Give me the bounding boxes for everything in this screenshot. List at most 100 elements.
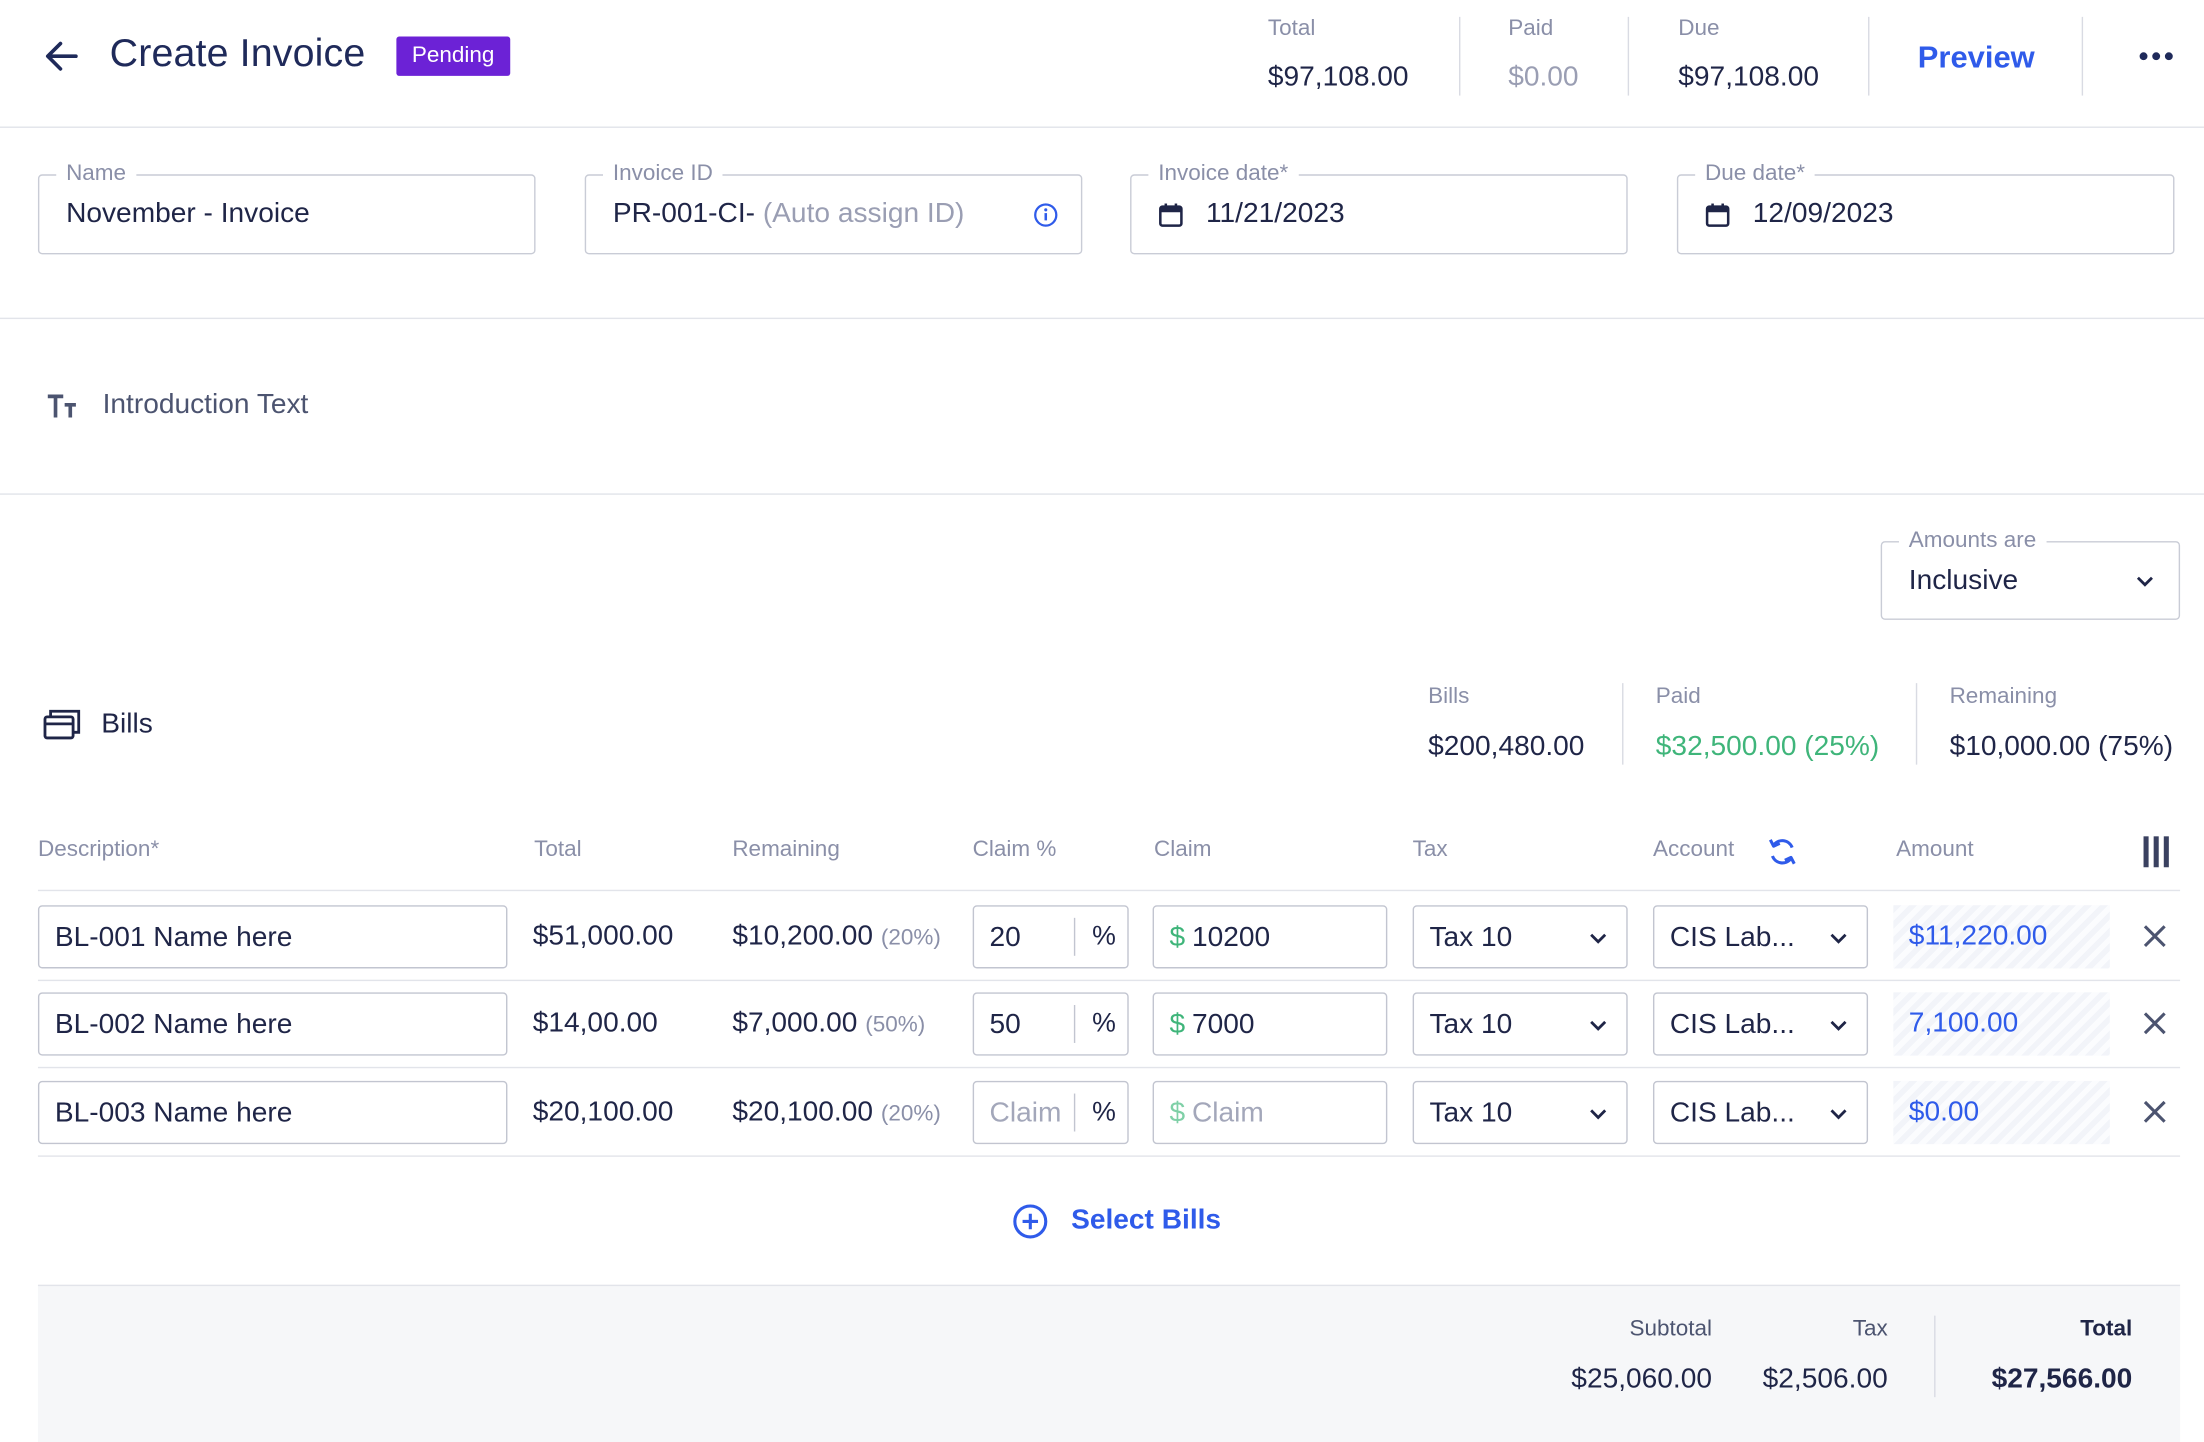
totals-footer: Subtotal $25,060.00 Tax $2,506.00 Total …: [37, 1284, 2181, 1442]
column-header-account: Account: [1652, 837, 1735, 862]
claim-percent-input[interactable]: Claim %: [972, 1080, 1129, 1145]
row-divider: [37, 1155, 2181, 1157]
account-select[interactable]: CIS Lab...: [1652, 992, 1869, 1056]
invoice-id-label: Invoice ID: [603, 160, 723, 189]
columns-icon[interactable]: [2141, 835, 2172, 869]
input-divider: [1073, 1093, 1076, 1132]
invoice-date-field[interactable]: Invoice date* 11/21/2023: [1130, 160, 1628, 255]
amount-cell: 7,100.00: [1893, 992, 2110, 1056]
due-date-label: Due date*: [1695, 160, 1815, 189]
invoice-id-placeholder: (Auto assign ID): [762, 198, 965, 230]
row-total: $51,000.00: [532, 920, 674, 952]
arrow-left-icon: [45, 41, 78, 71]
bills-section-title: Bills: [101, 708, 153, 740]
column-header-amount: Amount: [1896, 837, 1974, 862]
account-select[interactable]: CIS Lab...: [1652, 905, 1869, 969]
claim-input[interactable]: $ 10200: [1152, 905, 1388, 969]
introduction-text-button[interactable]: Introduction Text: [102, 389, 309, 421]
tax-value: Tax 10: [1429, 1009, 1513, 1041]
account-value: CIS Lab...: [1669, 922, 1795, 953]
header-total-label: Total: [1267, 16, 1316, 41]
refresh-icon[interactable]: [1767, 835, 1798, 869]
divider: [1459, 16, 1461, 96]
remove-row-icon[interactable]: [2139, 1008, 2170, 1039]
claim-placeholder: Claim: [1191, 1097, 1264, 1129]
column-header-tax: Tax: [1412, 837, 1448, 862]
tax-select[interactable]: Tax 10: [1412, 1080, 1628, 1145]
info-icon[interactable]: [1033, 202, 1058, 227]
column-header-remaining: Remaining: [732, 837, 840, 862]
bills-icon: [43, 709, 81, 740]
claim-percent-value: 50: [989, 1009, 1021, 1041]
back-button[interactable]: [39, 34, 84, 79]
remaining-summary-value: $10,000.00 (75%): [1949, 730, 2174, 762]
column-header-description: Description*: [37, 837, 160, 862]
description-input[interactable]: BL-003 Name here: [37, 1080, 508, 1145]
status-badge: Pending: [396, 36, 510, 76]
row-total: $14,00.00: [532, 1007, 658, 1039]
divider: [1915, 683, 1918, 765]
header-total-value: $97,108.00: [1267, 61, 1409, 93]
divider: [1868, 16, 1870, 96]
name-field-label: Name: [56, 160, 136, 189]
column-header-total: Total: [534, 837, 582, 862]
invoice-date-label: Invoice date*: [1148, 160, 1299, 189]
amount-cell: $0.00: [1893, 1080, 2110, 1145]
more-options-button[interactable]: [2128, 37, 2184, 76]
invoice-id-field[interactable]: Invoice ID PR-001-CI- (Auto assign ID): [584, 160, 1083, 255]
row-remaining-percent: (20%): [880, 926, 941, 951]
chevron-down-icon: [1590, 1020, 1607, 1031]
section-divider: [0, 493, 2204, 495]
row-divider: [37, 979, 2181, 982]
select-bills-label: Select Bills: [1071, 1204, 1222, 1236]
select-bills-button[interactable]: Select Bills: [1012, 1200, 1223, 1242]
amount-value: 7,100.00: [1908, 1007, 2019, 1039]
amount-value: $0.00: [1908, 1096, 1980, 1128]
calendar-icon: [1705, 203, 1730, 227]
due-date-value: 12/09/2023: [1752, 198, 1894, 230]
header-paid-label: Paid: [1508, 16, 1554, 41]
tax-select[interactable]: Tax 10: [1412, 905, 1628, 969]
chevron-down-icon: [1830, 933, 1847, 944]
paid-summary-label: Paid: [1655, 684, 1701, 709]
claim-value: 7000: [1191, 1009, 1255, 1041]
amounts-are-value: Inclusive: [1908, 565, 2019, 596]
amounts-are-select[interactable]: Amounts are Inclusive: [1880, 527, 2181, 620]
chevron-down-icon: [1590, 1109, 1607, 1120]
account-select[interactable]: CIS Lab...: [1652, 1080, 1869, 1145]
name-field[interactable]: Name November - Invoice: [37, 160, 536, 255]
claim-percent-input[interactable]: 50 %: [972, 992, 1129, 1056]
claim-input[interactable]: $ Claim: [1152, 1080, 1388, 1145]
row-remaining: $7,000.00 (50%): [732, 1008, 925, 1040]
row-remaining-value: $7,000.00: [732, 1007, 858, 1039]
description-value: BL-002 Name here: [54, 1009, 293, 1041]
description-value: BL-001 Name here: [54, 922, 293, 953]
tax-select[interactable]: Tax 10: [1412, 992, 1628, 1056]
claim-input[interactable]: $ 7000: [1152, 992, 1388, 1056]
invoice-date-value: 11/21/2023: [1206, 198, 1345, 230]
description-input[interactable]: BL-001 Name here: [37, 905, 508, 969]
due-date-field[interactable]: Due date* 12/09/2023: [1676, 160, 2175, 255]
header-paid-value: $0.00: [1508, 61, 1579, 93]
percent-symbol: %: [1092, 1097, 1116, 1128]
description-input[interactable]: BL-002 Name here: [37, 992, 508, 1056]
grand-total-value: $27,566.00: [1991, 1363, 2133, 1395]
remove-row-icon[interactable]: [2139, 921, 2170, 952]
dollar-icon: $: [1169, 1009, 1186, 1041]
amount-value: $11,220.00: [1908, 920, 2048, 952]
percent-symbol: %: [1092, 922, 1116, 952]
claim-percent-placeholder: Claim: [989, 1097, 1062, 1129]
claim-percent-input[interactable]: 20 %: [972, 905, 1129, 969]
chevron-down-icon: [1590, 933, 1607, 944]
divider: [1627, 16, 1630, 96]
paid-summary-value: $32,500.00 (25%): [1655, 730, 1880, 762]
grand-total-label: Total: [2080, 1317, 2133, 1341]
preview-button[interactable]: Preview: [1917, 39, 2035, 75]
account-value: CIS Lab...: [1669, 1097, 1795, 1129]
remove-row-icon[interactable]: [2139, 1096, 2170, 1127]
chevron-down-icon: [1830, 1109, 1847, 1120]
account-value: CIS Lab...: [1669, 1009, 1795, 1041]
row-remaining: $10,200.00 (20%): [732, 921, 941, 953]
page-title: Create Invoice: [109, 30, 366, 75]
row-remaining-value: $10,200.00: [732, 920, 874, 952]
